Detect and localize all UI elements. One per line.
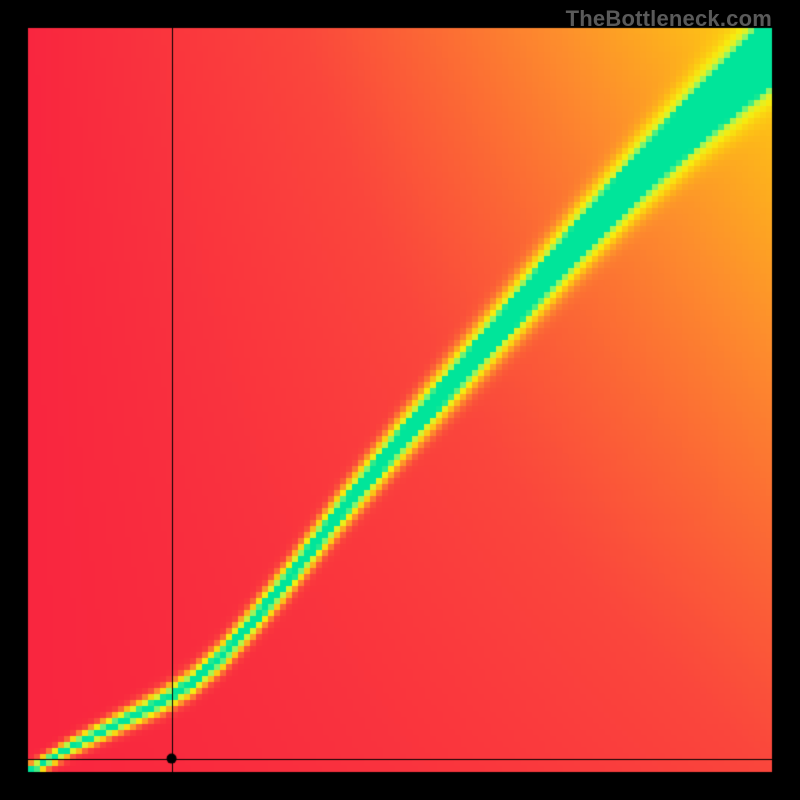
chart-container: TheBottleneck.com bbox=[0, 0, 800, 800]
watermark-text: TheBottleneck.com bbox=[566, 6, 772, 32]
heatmap-canvas bbox=[0, 0, 800, 800]
